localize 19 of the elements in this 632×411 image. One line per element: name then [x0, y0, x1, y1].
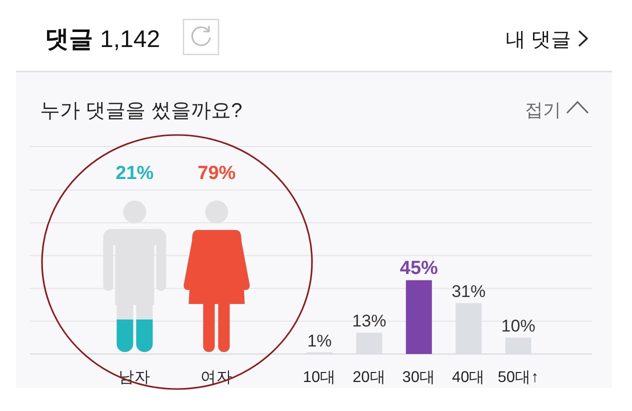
x-tick-label: 40대	[452, 369, 486, 386]
text: 1,142	[100, 26, 160, 53]
data-label: 79%	[198, 163, 236, 184]
data-label: 21%	[116, 163, 154, 184]
text: 댓글	[45, 26, 93, 53]
x-tick-label: 10대	[302, 369, 336, 386]
data-label: 13%	[352, 312, 386, 331]
x-tick-label: 30대	[402, 369, 436, 386]
category-label: 여자	[200, 369, 233, 386]
data-label: 45%	[400, 258, 438, 280]
bar	[406, 280, 432, 354]
text: 내 댓글	[505, 29, 571, 51]
data-label: 1%	[307, 331, 332, 350]
x-tick-label: 20대	[352, 369, 386, 386]
data-label: 10%	[501, 316, 536, 336]
data-label: 31%	[452, 282, 486, 302]
text: 누가 댓글을 썼을까요?	[40, 100, 242, 122]
text: 접기	[525, 100, 561, 120]
x-tick-label: 50대↑	[498, 369, 539, 386]
